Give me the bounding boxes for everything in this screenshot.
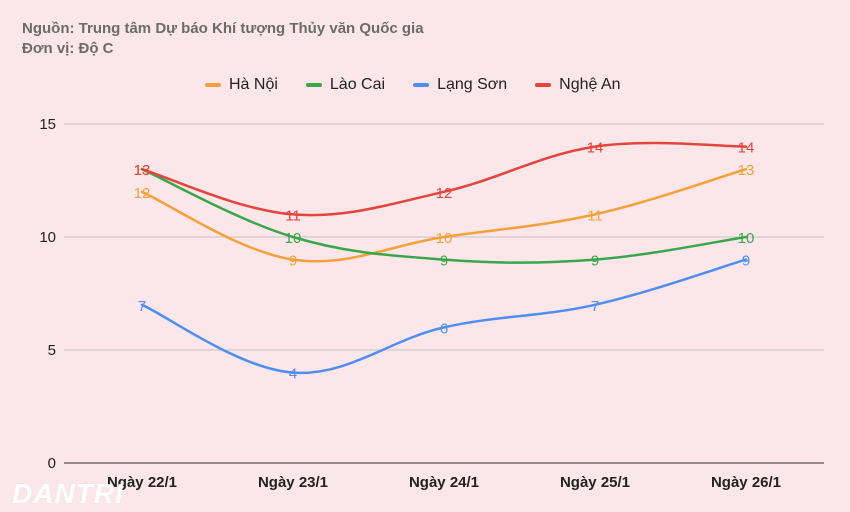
data-label-series-1: 9 — [440, 253, 448, 270]
data-label-series-2: 7 — [138, 298, 146, 315]
legend-label-nghe-an: Nghệ An — [559, 76, 621, 93]
legend-item-nghe-an: Nghệ An — [535, 76, 621, 94]
data-label-series-2: 6 — [440, 320, 448, 337]
chart-legend: Hà Nội Lào Cai Lạng Sơn Nghệ An — [205, 76, 621, 94]
data-label-series-3: 13 — [134, 162, 151, 179]
data-label-series-1: 10 — [738, 230, 755, 247]
legend-label-ha-noi: Hà Nội — [229, 76, 278, 93]
y-tick-label: 15 — [39, 116, 56, 133]
unit-note: Đơn vị: Độ C — [22, 40, 114, 57]
data-label-series-1: 10 — [285, 230, 302, 247]
data-label-series-0: 9 — [289, 253, 297, 270]
dantri-watermark: DANTRI — [12, 478, 124, 509]
data-label-series-2: 9 — [742, 253, 750, 270]
legend-label-lang-son: Lạng Sơn — [437, 76, 508, 93]
data-label-series-3: 12 — [436, 185, 453, 202]
data-label-series-2: 7 — [591, 298, 599, 315]
series-line-1 — [140, 167, 748, 264]
data-label-series-3: 11 — [285, 207, 301, 224]
data-label-series-0: 11 — [587, 207, 603, 224]
y-tick-label: 0 — [48, 455, 56, 472]
legend-label-lao-cai: Lào Cai — [329, 76, 386, 93]
data-label-series-3: 14 — [738, 140, 755, 157]
y-tick-label: 10 — [39, 229, 56, 246]
x-tick-label: Ngày 22/1 — [107, 474, 177, 491]
legend-swatch-ha-noi — [205, 83, 221, 87]
x-tick-label: Ngày 25/1 — [560, 474, 630, 491]
legend-swatch-lao-cai — [305, 83, 322, 87]
legend-item-lao-cai: Lào Cai — [305, 76, 386, 94]
x-tick-label: Ngày 26/1 — [711, 474, 781, 491]
data-label-series-0: 12 — [134, 185, 151, 202]
data-label-series-1: 9 — [591, 253, 599, 270]
x-tick-label: Ngày 24/1 — [409, 474, 479, 491]
data-label-series-0: 10 — [436, 230, 453, 247]
data-label-series-0: 13 — [738, 162, 755, 179]
data-label-series-3: 14 — [587, 140, 604, 157]
data-label-series-2: 4 — [289, 366, 297, 383]
source-note: Nguồn: Trung tâm Dự báo Khí tượng Thủy v… — [22, 20, 424, 37]
series-line-0 — [140, 167, 748, 263]
x-tick-label: Ngày 23/1 — [258, 474, 328, 491]
legend-swatch-nghe-an — [535, 83, 552, 87]
y-tick-label: 5 — [48, 342, 56, 359]
series-line-2 — [140, 258, 748, 375]
legend-item-ha-noi: Hà Nội — [205, 76, 278, 94]
data-label-series-1: 13 — [134, 162, 151, 179]
legend-item-lang-son: Lạng Sơn — [413, 76, 507, 94]
legend-swatch-lang-son — [413, 83, 430, 87]
series-line-3 — [140, 141, 748, 217]
